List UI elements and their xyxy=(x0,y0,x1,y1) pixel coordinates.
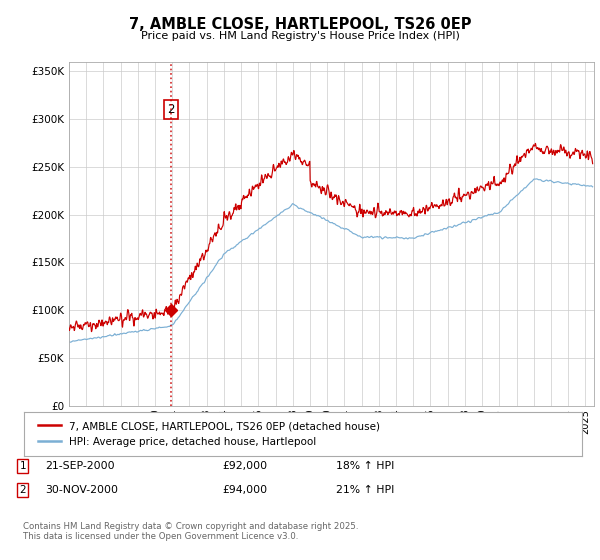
Text: Contains HM Land Registry data © Crown copyright and database right 2025.
This d: Contains HM Land Registry data © Crown c… xyxy=(23,522,358,542)
Text: 18% ↑ HPI: 18% ↑ HPI xyxy=(336,461,394,471)
Text: 7, AMBLE CLOSE, HARTLEPOOL, TS26 0EP: 7, AMBLE CLOSE, HARTLEPOOL, TS26 0EP xyxy=(129,17,471,32)
Text: 2: 2 xyxy=(19,485,26,495)
Text: £92,000: £92,000 xyxy=(222,461,267,471)
Legend: 7, AMBLE CLOSE, HARTLEPOOL, TS26 0EP (detached house), HPI: Average price, detac: 7, AMBLE CLOSE, HARTLEPOOL, TS26 0EP (de… xyxy=(35,418,383,450)
Text: 21% ↑ HPI: 21% ↑ HPI xyxy=(336,485,394,495)
Text: £94,000: £94,000 xyxy=(222,485,267,495)
Text: Price paid vs. HM Land Registry's House Price Index (HPI): Price paid vs. HM Land Registry's House … xyxy=(140,31,460,41)
Text: 1: 1 xyxy=(19,461,26,471)
Text: 30-NOV-2000: 30-NOV-2000 xyxy=(45,485,118,495)
Text: 21-SEP-2000: 21-SEP-2000 xyxy=(45,461,115,471)
Text: 2: 2 xyxy=(167,103,175,116)
